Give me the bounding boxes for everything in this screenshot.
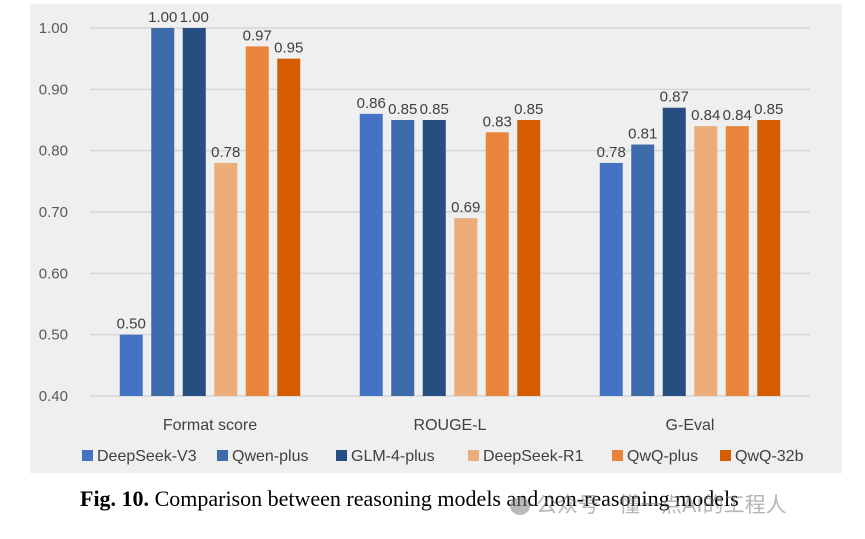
data-label: 0.50 (117, 316, 146, 333)
bars (119, 28, 781, 397)
y-tick-label: 1.00 (39, 20, 68, 37)
legend-item: QwQ-32b (720, 448, 804, 465)
bar (359, 113, 383, 396)
y-tick-label: 0.80 (39, 143, 68, 160)
data-label: 0.84 (691, 107, 720, 124)
legend-swatch (336, 450, 347, 461)
legend-label: QwQ-plus (627, 448, 698, 465)
legend-item: QwQ-plus (612, 448, 698, 465)
legend-item: Qwen-plus (217, 448, 308, 465)
data-label: 0.84 (723, 107, 752, 124)
data-labels: 0.501.00 1.000.780.970.950.86 0.85 0.850.69… (117, 9, 784, 333)
bar (391, 120, 415, 396)
legend-swatch (468, 450, 479, 461)
y-tick-label: 0.90 (39, 81, 68, 98)
legend-label: DeepSeek-V3 (97, 448, 197, 465)
data-label: 0.85 (420, 101, 449, 118)
data-label: 0.69 (451, 199, 480, 216)
legend-label: DeepSeek-R1 (483, 448, 584, 465)
legend-label: QwQ-32b (735, 448, 804, 465)
legend-item: DeepSeek-R1 (468, 448, 584, 465)
legend-swatch (720, 450, 731, 461)
data-label: 0.78 (597, 144, 626, 161)
data-label: 0.95 (274, 40, 303, 57)
x-category-label: G-Eval (666, 417, 715, 434)
bar (214, 162, 238, 396)
legend-swatch (612, 450, 623, 461)
bar (485, 132, 509, 396)
chart-panel: 0.40 0.50 0.60 0.70 0.80 0.90 1.00 0.50 1.00 1.0… (30, 4, 842, 473)
legend-label: GLM-4-plus (351, 448, 435, 465)
data-label: 0.78 (211, 144, 240, 161)
data-label: 1.00 (180, 9, 209, 26)
bar (182, 28, 206, 396)
bar (151, 28, 175, 396)
legend-swatch (82, 450, 93, 461)
bar (599, 162, 623, 396)
bar (517, 120, 541, 396)
y-axis-ticks: 0.40 0.50 0.60 0.70 0.80 0.90 1.00 (39, 20, 68, 405)
data-label: 0.87 (660, 89, 689, 106)
data-label: 0.86 (357, 95, 386, 112)
y-tick-label: 0.70 (39, 204, 68, 221)
x-category-label: Format score (163, 417, 257, 434)
data-label: 0.81 (628, 126, 657, 143)
data-label: 0.97 (243, 27, 272, 44)
legend: DeepSeek-V3 Qwen-plus GLM-4-plus DeepSeek-R… (82, 448, 804, 465)
bar (725, 126, 749, 396)
y-tick-label: 0.60 (39, 265, 68, 282)
bar (277, 58, 301, 397)
x-category-label: ROUGE-L (414, 417, 487, 434)
y-tick-label: 0.40 (39, 388, 68, 405)
bar (119, 334, 143, 396)
data-label: 0.85 (754, 101, 783, 118)
bar (757, 120, 781, 396)
figure-number: Fig. 10. (80, 486, 150, 511)
legend-item: DeepSeek-V3 (82, 448, 197, 465)
bar (454, 218, 478, 396)
x-axis-categories: Format score ROUGE-L G-Eval (163, 417, 715, 434)
bar (422, 120, 446, 396)
figure-caption: Fig. 10. Comparison between reasoning mo… (80, 486, 840, 512)
legend-label: Qwen-plus (232, 448, 308, 465)
y-tick-label: 0.50 (39, 327, 68, 344)
data-label: 0.85 (388, 101, 417, 118)
legend-item: GLM-4-plus (336, 448, 435, 465)
data-label: 0.83 (483, 113, 512, 130)
legend-swatch (217, 450, 228, 461)
data-label: 1.00 (148, 9, 177, 26)
bar (631, 144, 655, 396)
caption-text: Comparison between reasoning models and … (149, 486, 739, 511)
gridlines (90, 27, 810, 397)
bar-chart: 0.400.500.600.700.800.901.00 0.501.00 1.0… (39, 9, 810, 465)
bar (662, 107, 686, 396)
data-label: 0.85 (514, 101, 543, 118)
bar (245, 46, 269, 397)
bar (694, 126, 718, 396)
